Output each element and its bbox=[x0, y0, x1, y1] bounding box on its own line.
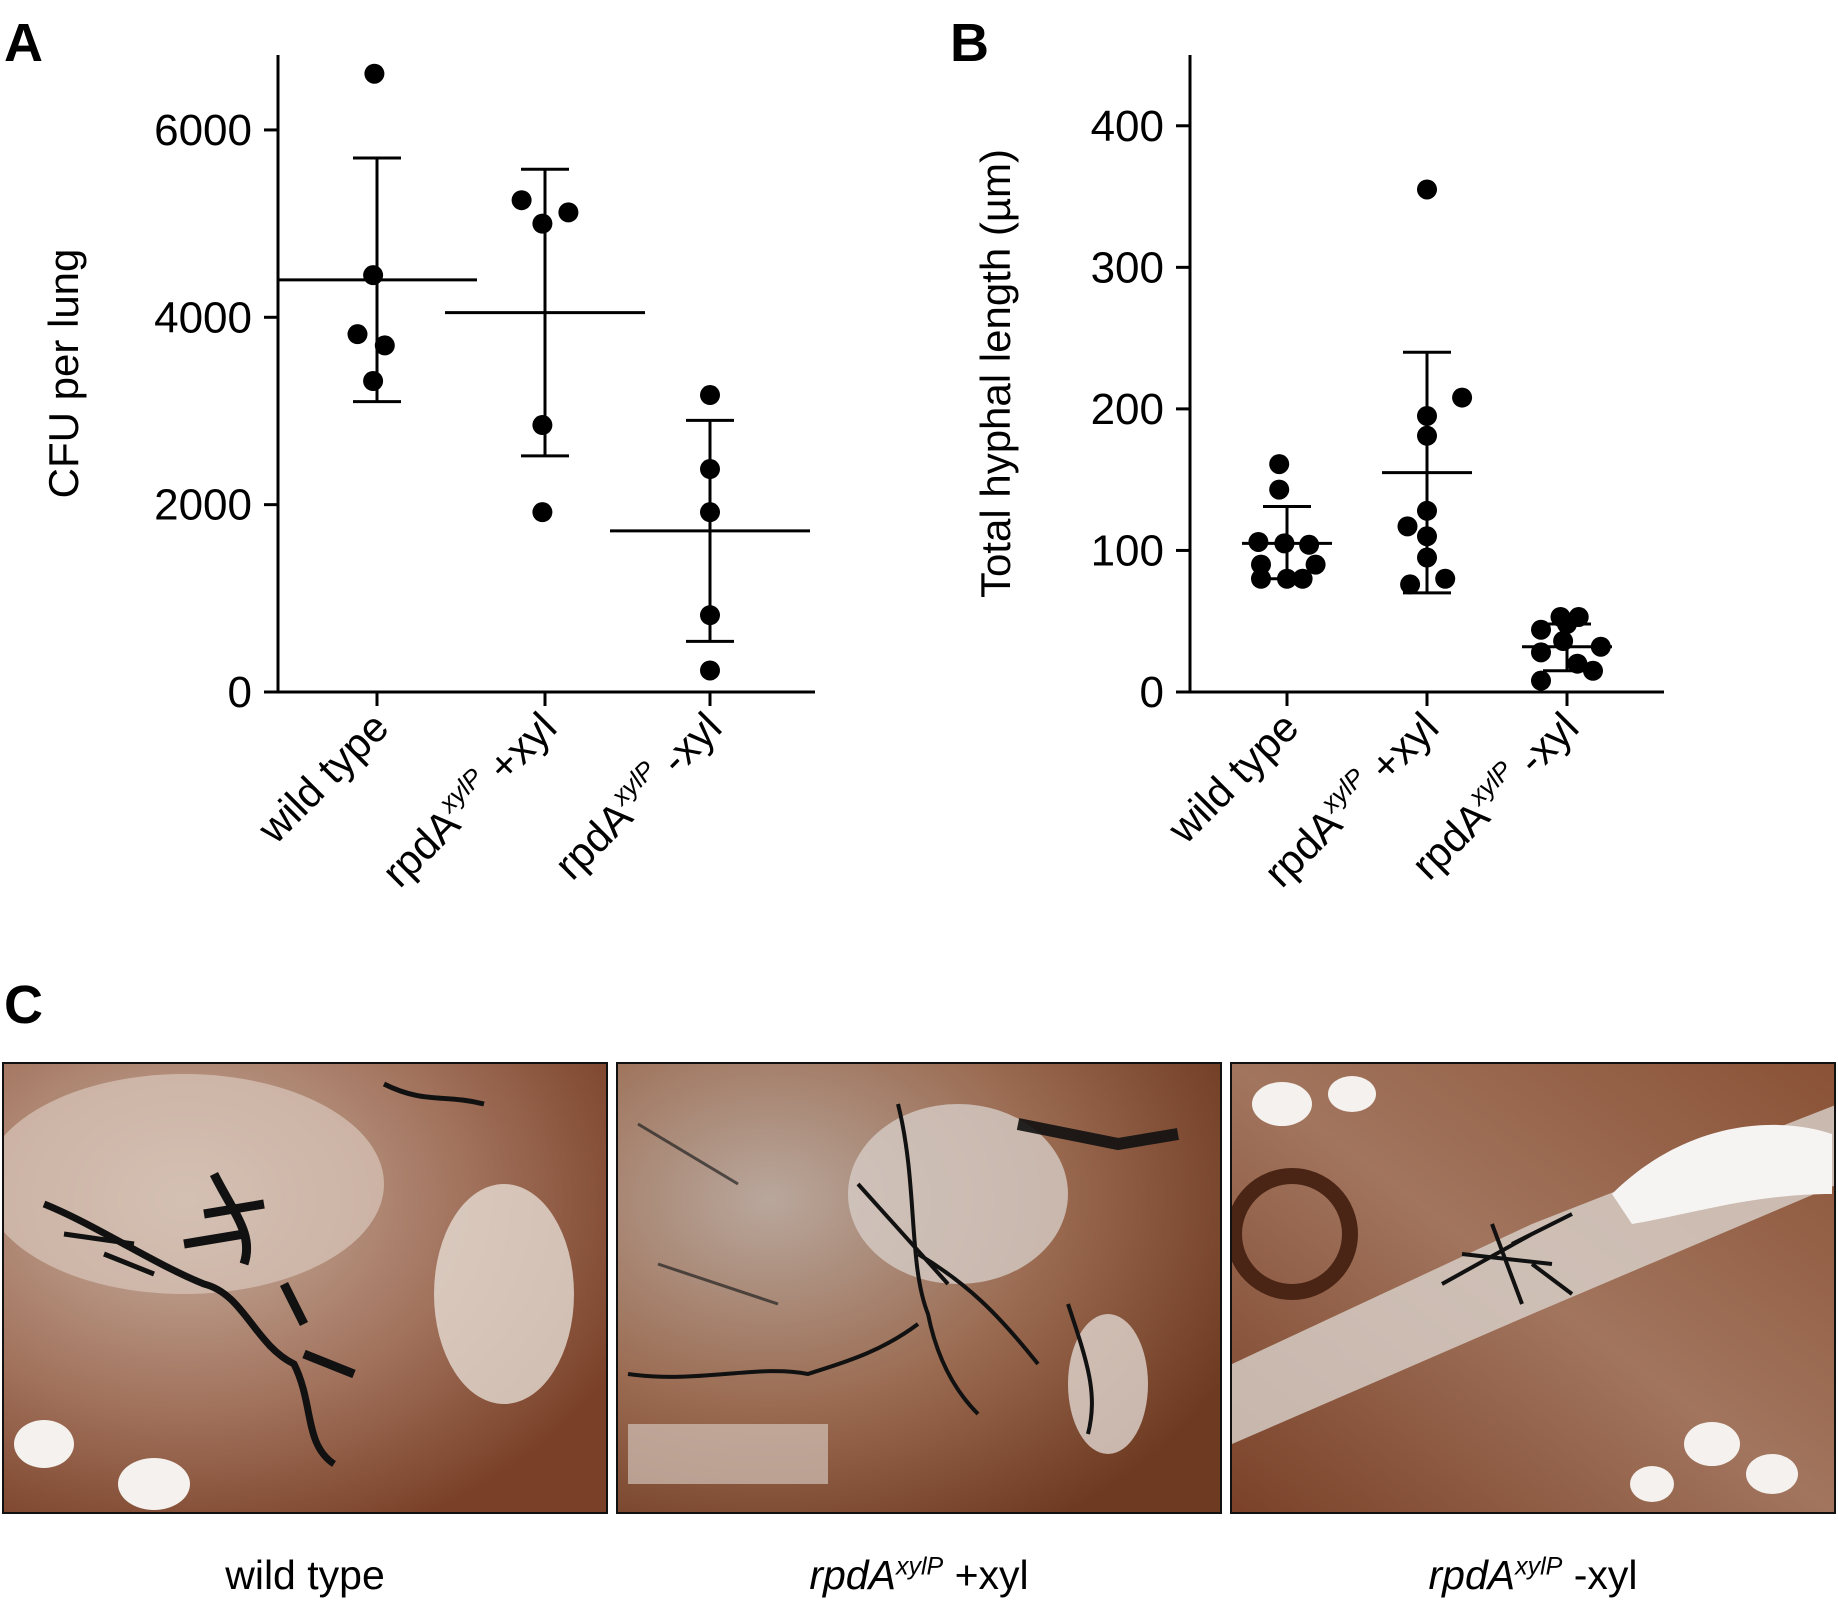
chart-b-ytick-label: 0 bbox=[1140, 668, 1164, 717]
chart-a-data-point bbox=[363, 370, 384, 391]
chart-a-data-point bbox=[347, 324, 368, 345]
chart-b-data-point bbox=[1269, 454, 1290, 475]
caption-rpda-plus-xyl-sup: xylP bbox=[895, 1552, 944, 1581]
chart-b-category-label: wild type bbox=[1158, 703, 1307, 852]
chart-a-category-label: rpdAxylP +xyl bbox=[370, 700, 565, 895]
chart-b-data-point bbox=[1531, 670, 1551, 691]
chart-b-data-point bbox=[1531, 642, 1551, 663]
caption-rpda-minus-xyl-gene: rpdA bbox=[1428, 1552, 1516, 1598]
chart-b-data-point bbox=[1590, 636, 1611, 657]
chart-b-data-point bbox=[1397, 516, 1418, 537]
chart-b-ytick-label: 200 bbox=[1091, 385, 1164, 434]
chart-a-ytick-label: 6000 bbox=[154, 106, 252, 155]
chart-b-data-point bbox=[1557, 614, 1577, 635]
chart-b-data-point bbox=[1553, 631, 1574, 652]
chart-a-data-point bbox=[363, 265, 384, 286]
chart-b-data-point bbox=[1417, 405, 1437, 426]
chart-b-data-point bbox=[1292, 568, 1313, 589]
chart-b-data-point bbox=[1269, 479, 1290, 500]
chart-b-ytick-label: 100 bbox=[1091, 526, 1164, 575]
chart-a-ylabel: CFU per lung bbox=[40, 249, 87, 499]
chart-a-data-point bbox=[374, 335, 395, 356]
chart-b-data-point bbox=[1251, 568, 1271, 589]
chart-a-data-point bbox=[364, 63, 385, 84]
chart-b-ytick-label: 300 bbox=[1091, 243, 1164, 292]
chart-a-data-point bbox=[700, 660, 720, 681]
chart-a-data-point bbox=[700, 459, 720, 480]
chart-b-data-point bbox=[1400, 574, 1421, 595]
caption-rpda-minus-xyl-suffix: -xyl bbox=[1562, 1552, 1638, 1598]
category-label-main: wild type bbox=[248, 703, 397, 852]
micrograph-image-rpda-plus-xyl bbox=[618, 1064, 1220, 1512]
chart-a-data-point bbox=[532, 502, 553, 523]
caption-rpda-minus-xyl: rpdAxylP -xyl bbox=[1230, 1552, 1836, 1599]
chart-a-data-point bbox=[700, 605, 720, 626]
caption-rpda-minus-xyl-sup: xylP bbox=[1515, 1552, 1563, 1581]
caption-wild-type-text: wild type bbox=[225, 1552, 385, 1598]
chart-a-data-point bbox=[700, 502, 720, 523]
chart-b-data-point bbox=[1531, 619, 1551, 640]
micrograph-rpda-plus-xyl bbox=[616, 1062, 1222, 1514]
chart-a-data-point bbox=[700, 385, 720, 406]
micrograph-wild-type bbox=[2, 1062, 608, 1514]
chart-b-data-point bbox=[1583, 660, 1603, 681]
chart-a-data-point bbox=[558, 202, 579, 223]
chart-b-data-point bbox=[1417, 425, 1437, 446]
chart-b-data-point bbox=[1305, 554, 1326, 575]
chart-a-data-point bbox=[532, 213, 553, 234]
chart-b-data-point bbox=[1417, 179, 1437, 200]
caption-rpda-plus-xyl-suffix: +xyl bbox=[943, 1552, 1029, 1598]
chart-a-category-label: wild type bbox=[248, 703, 397, 852]
chart-b-ytick-label: 400 bbox=[1091, 102, 1164, 151]
micrograph-image-wild-type bbox=[4, 1064, 606, 1512]
panel-label-b: B bbox=[950, 13, 989, 73]
chart-b-data-point bbox=[1417, 500, 1437, 521]
chart-b-data-point bbox=[1435, 568, 1456, 589]
chart-b-data-point bbox=[1248, 531, 1269, 552]
micrograph-image-rpda-minus-xyl bbox=[1232, 1064, 1834, 1512]
chart-a-ytick-label: 0 bbox=[228, 668, 252, 717]
chart-b-data-point bbox=[1417, 547, 1437, 568]
panel-label-c: C bbox=[4, 975, 43, 1035]
chart-a-ytick-label: 2000 bbox=[154, 481, 252, 530]
chart-b-data-point bbox=[1567, 653, 1588, 674]
category-label-main: wild type bbox=[1158, 703, 1307, 852]
micrograph-rpda-minus-xyl bbox=[1230, 1062, 1836, 1514]
caption-wild-type: wild type bbox=[2, 1552, 608, 1599]
chart-b-data-point bbox=[1277, 568, 1297, 589]
chart-a-ytick-label: 4000 bbox=[154, 293, 252, 342]
chart-b-ylabel: Total hyphal length (µm) bbox=[972, 149, 1019, 598]
chart-a-data-point bbox=[532, 415, 553, 436]
chart-b-data-point bbox=[1251, 554, 1271, 575]
panel-label-a: A bbox=[4, 13, 43, 73]
chart-a-data-point bbox=[511, 190, 532, 211]
chart-b-data-point bbox=[1417, 526, 1437, 547]
caption-rpda-plus-xyl-gene: rpdA bbox=[809, 1552, 896, 1598]
caption-rpda-plus-xyl: rpdAxylP +xyl bbox=[616, 1552, 1222, 1599]
chart-b-data-point bbox=[1452, 387, 1473, 408]
chart-a-category-label: rpdAxylP -xyl bbox=[542, 700, 730, 888]
chart-b-data-point bbox=[1299, 534, 1320, 555]
chart-b-data-point bbox=[1274, 533, 1295, 554]
